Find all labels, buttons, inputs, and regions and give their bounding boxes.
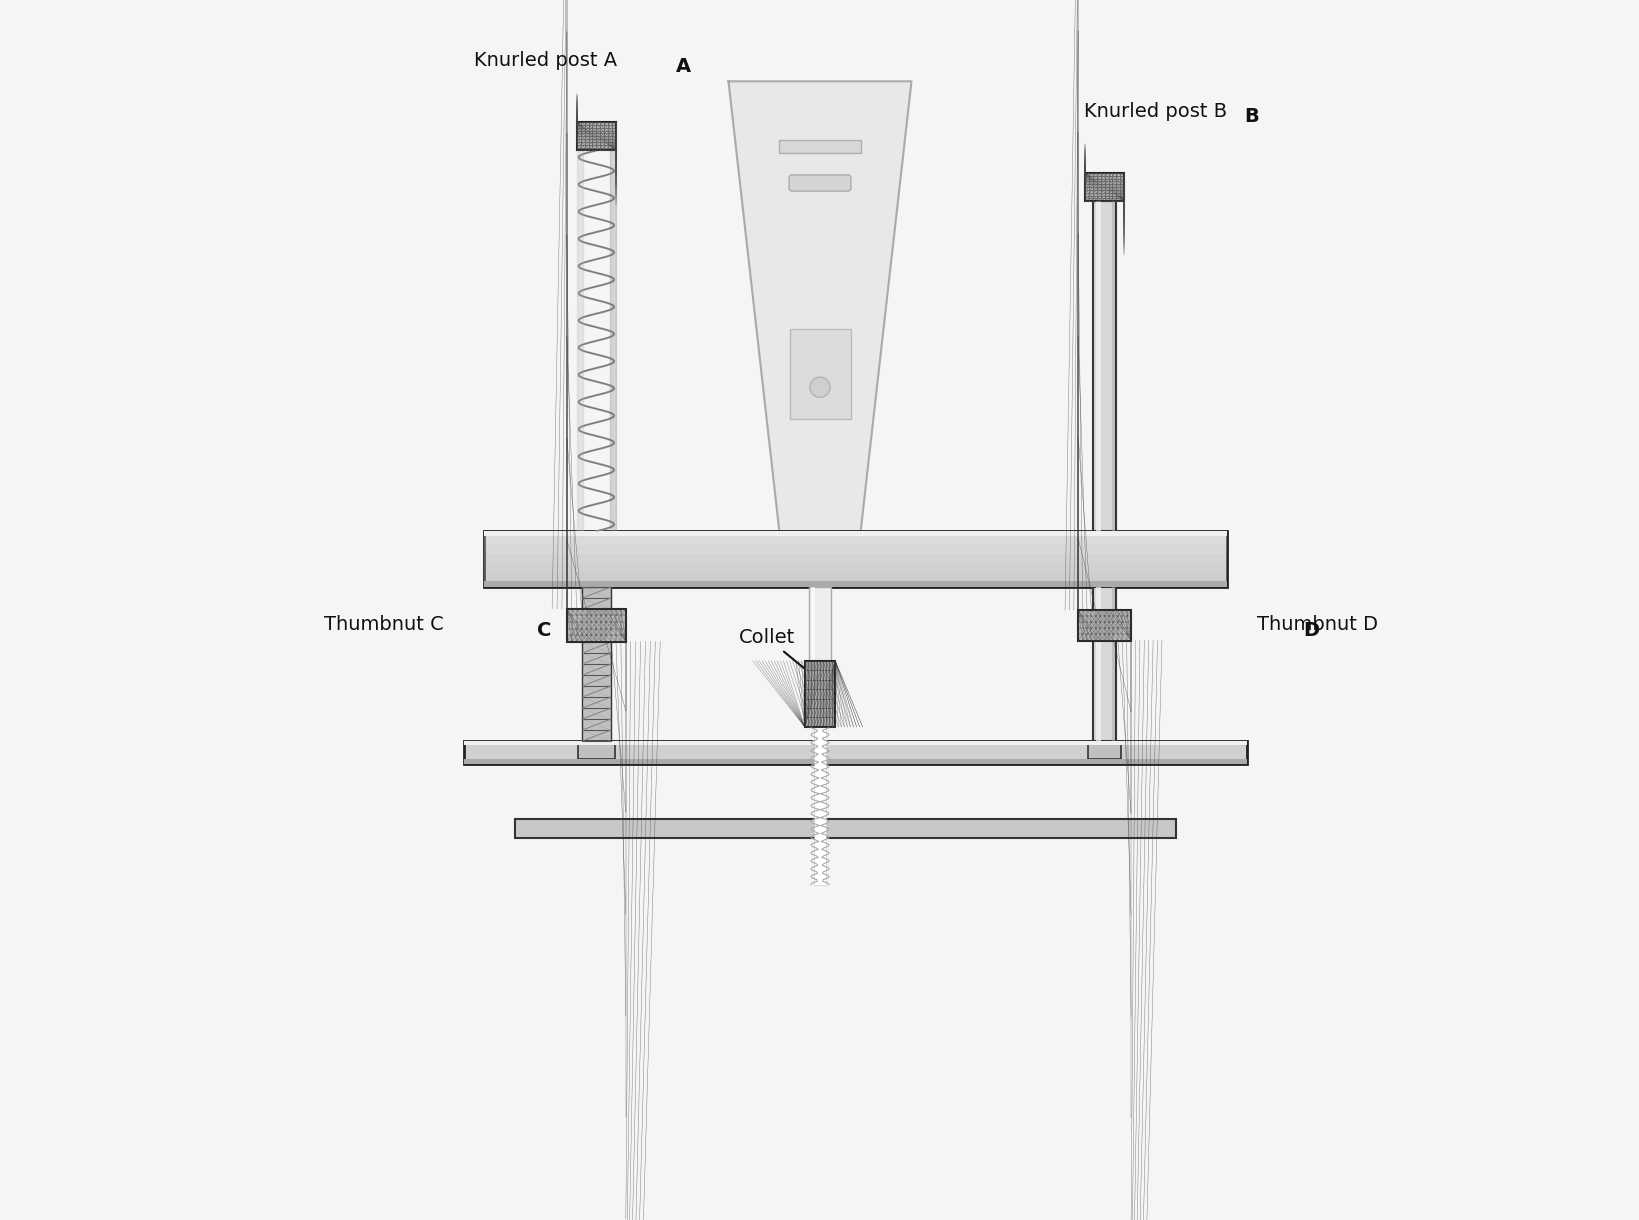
Bar xyxy=(582,587,610,742)
Bar xyxy=(810,587,815,661)
Bar xyxy=(1088,742,1119,759)
Bar xyxy=(1077,610,1131,640)
Bar xyxy=(805,661,834,727)
Bar xyxy=(1111,587,1115,742)
Text: Thumbnut C: Thumbnut C xyxy=(325,615,444,634)
Bar xyxy=(1095,201,1100,531)
Bar xyxy=(1085,173,1123,201)
Bar xyxy=(484,581,1226,587)
Bar xyxy=(779,140,860,152)
Text: B: B xyxy=(1244,107,1259,127)
Bar xyxy=(484,554,1226,564)
Circle shape xyxy=(810,377,829,398)
Bar xyxy=(788,328,851,418)
Text: D: D xyxy=(1301,621,1318,639)
Bar xyxy=(484,537,1226,545)
Bar xyxy=(484,572,1226,581)
Bar xyxy=(577,742,615,759)
Bar xyxy=(484,531,1226,587)
Text: Thumbnut D: Thumbnut D xyxy=(1257,615,1377,634)
Polygon shape xyxy=(728,82,911,531)
Text: A: A xyxy=(675,56,690,76)
Bar xyxy=(484,564,1226,572)
Text: Collet: Collet xyxy=(738,628,831,691)
Bar xyxy=(813,727,826,884)
FancyBboxPatch shape xyxy=(788,174,851,192)
Bar xyxy=(1093,587,1115,742)
Bar xyxy=(1095,587,1100,742)
Bar xyxy=(1111,201,1115,531)
Bar xyxy=(808,587,831,661)
Bar xyxy=(484,545,1226,554)
Text: C: C xyxy=(538,621,551,639)
Bar xyxy=(515,820,1175,838)
Bar xyxy=(464,742,1246,745)
Bar xyxy=(464,742,1246,764)
Bar xyxy=(1093,201,1115,531)
Bar xyxy=(464,759,1246,764)
Text: Knurled post A: Knurled post A xyxy=(474,51,616,70)
Bar xyxy=(484,531,1226,537)
Text: Knurled post B: Knurled post B xyxy=(1083,102,1226,121)
Bar xyxy=(577,122,615,150)
Bar xyxy=(567,609,626,642)
